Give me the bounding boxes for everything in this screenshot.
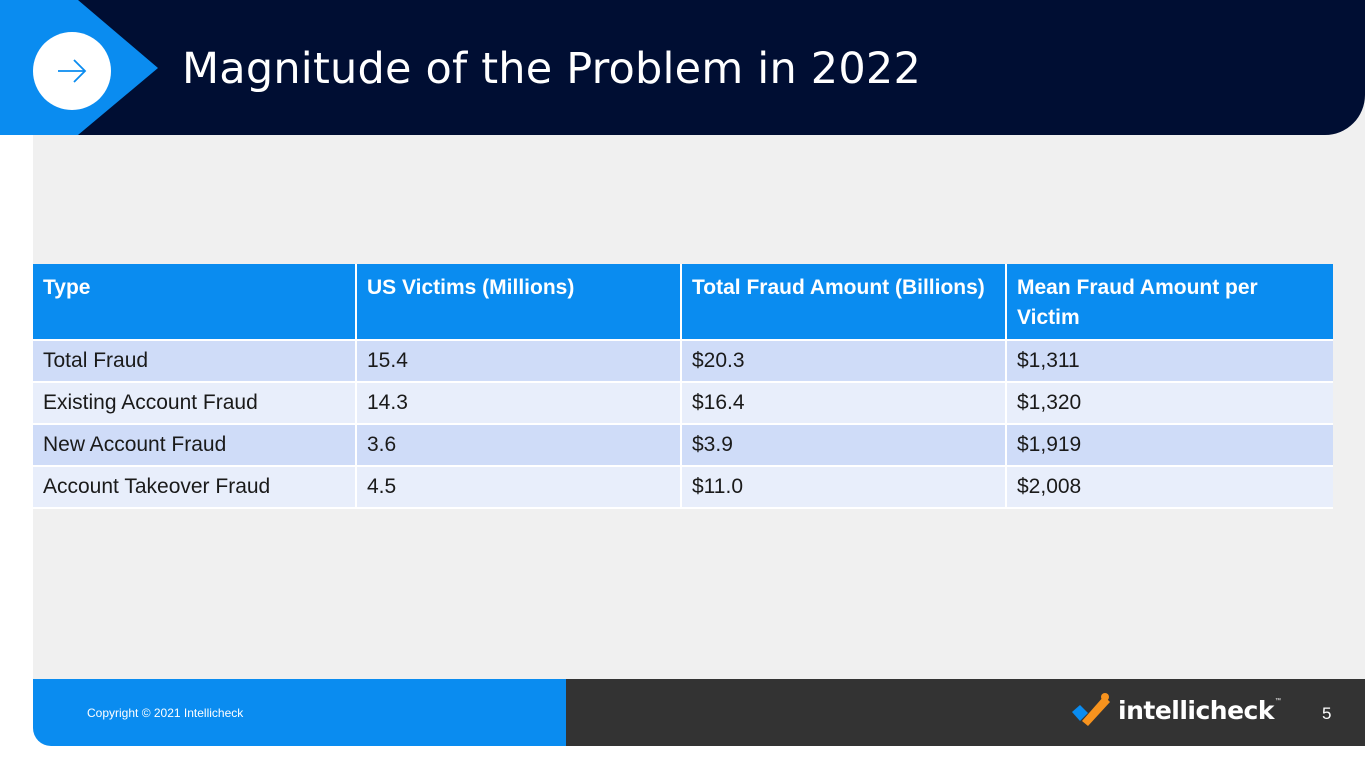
intellicheck-check-icon [1072, 693, 1110, 726]
arrow-right-icon [58, 59, 87, 83]
cell-type: Total Fraud [33, 341, 357, 383]
cell-type: New Account Fraud [33, 425, 357, 467]
footer-left-band [33, 679, 566, 746]
table-header-row: Type US Victims (Millions) Total Fraud A… [33, 264, 1333, 341]
logo-trademark: ™ [1275, 698, 1281, 704]
cell-total-fraud-amount: $3.9 [682, 425, 1007, 467]
arrow-badge [33, 32, 111, 110]
slide-title: Magnitude of the Problem in 2022 [182, 44, 921, 94]
column-header-us-victims: US Victims (Millions) [357, 264, 682, 341]
table-row: Existing Account Fraud 14.3 $16.4 $1,320 [33, 383, 1333, 425]
intellicheck-logo: intellicheck ™ [1070, 692, 1281, 728]
cell-mean-fraud-amount: $1,919 [1007, 425, 1333, 467]
page-number: 5 [1322, 704, 1332, 723]
cell-total-fraud-amount: $16.4 [682, 383, 1007, 425]
logo-wordmark: intellicheck [1118, 695, 1275, 725]
column-header-type: Type [33, 264, 357, 341]
fraud-table: Type US Victims (Millions) Total Fraud A… [33, 264, 1333, 509]
cell-type: Existing Account Fraud [33, 383, 357, 425]
cell-mean-fraud-amount: $1,311 [1007, 341, 1333, 383]
table-row: New Account Fraud 3.6 $3.9 $1,919 [33, 425, 1333, 467]
slide-header: Magnitude of the Problem in 2022 [0, 0, 1365, 135]
cell-us-victims: 3.6 [357, 425, 682, 467]
cell-total-fraud-amount: $20.3 [682, 341, 1007, 383]
table-row: Account Takeover Fraud 4.5 $11.0 $2,008 [33, 467, 1333, 509]
column-header-total-fraud-amount: Total Fraud Amount (Billions) [682, 264, 1007, 341]
cell-us-victims: 15.4 [357, 341, 682, 383]
cell-total-fraud-amount: $11.0 [682, 467, 1007, 509]
cell-us-victims: 14.3 [357, 383, 682, 425]
cell-mean-fraud-amount: $1,320 [1007, 383, 1333, 425]
copyright-text: Copyright © 2021 Intellicheck [87, 706, 244, 720]
column-header-mean-fraud-amount: Mean Fraud Amount per Victim [1007, 264, 1333, 341]
table-row: Total Fraud 15.4 $20.3 $1,311 [33, 341, 1333, 383]
cell-mean-fraud-amount: $2,008 [1007, 467, 1333, 509]
cell-type: Account Takeover Fraud [33, 467, 357, 509]
cell-us-victims: 4.5 [357, 467, 682, 509]
footer-right-band [566, 679, 1365, 746]
